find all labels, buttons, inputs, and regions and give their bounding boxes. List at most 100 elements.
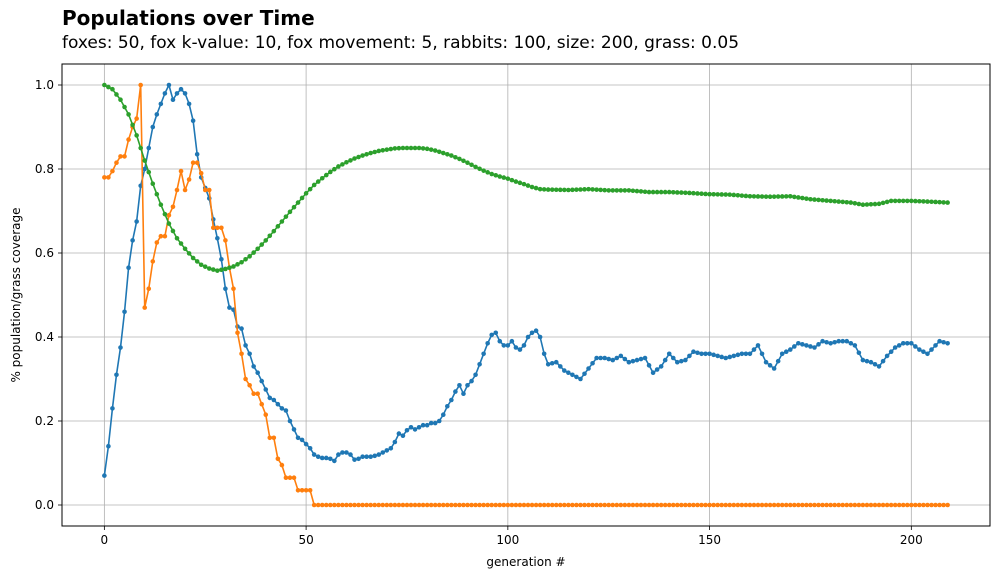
data-point — [582, 371, 587, 377]
data-point — [562, 187, 567, 193]
data-point — [541, 502, 547, 508]
data-point — [408, 425, 414, 430]
data-point — [670, 355, 676, 361]
data-point — [372, 149, 378, 155]
data-point — [392, 439, 398, 445]
x-tick-label: 50 — [298, 533, 313, 547]
data-point — [283, 408, 289, 413]
data-point — [614, 188, 620, 193]
data-point — [319, 455, 325, 461]
data-point — [356, 502, 361, 508]
data-point — [271, 228, 277, 234]
data-point — [126, 137, 131, 142]
data-point — [525, 334, 531, 340]
data-point — [618, 353, 624, 359]
data-point — [860, 502, 866, 508]
data-point — [154, 191, 160, 197]
data-point — [481, 168, 486, 173]
data-point — [812, 502, 817, 508]
data-point — [380, 450, 386, 455]
data-point — [424, 502, 430, 508]
data-point — [771, 502, 777, 508]
data-point — [352, 156, 357, 161]
data-point — [473, 502, 478, 508]
data-point — [340, 502, 345, 508]
data-point — [852, 502, 858, 508]
data-point — [489, 502, 495, 508]
data-point — [904, 341, 910, 346]
data-point — [328, 502, 333, 508]
data-point — [340, 450, 345, 455]
data-point — [219, 267, 224, 273]
data-point — [892, 345, 898, 350]
data-point — [545, 362, 551, 367]
data-point — [392, 146, 398, 151]
data-point — [392, 502, 398, 508]
data-point — [759, 502, 765, 508]
data-point — [594, 355, 599, 361]
data-point — [658, 189, 664, 195]
data-point — [198, 170, 204, 176]
data-point — [505, 176, 511, 181]
data-point — [186, 101, 192, 107]
data-point — [892, 198, 898, 204]
data-point — [787, 194, 793, 199]
data-point — [606, 356, 612, 362]
data-point — [110, 406, 115, 411]
data-point — [332, 166, 337, 172]
data-point — [808, 196, 813, 202]
data-point — [610, 502, 616, 508]
data-point — [703, 502, 708, 508]
data-point — [578, 502, 583, 508]
ticks: 0 50 100 150 200 0.0 0.2 0.4 0.6 0.8 1.0 — [35, 78, 923, 547]
data-point — [178, 86, 184, 92]
data-point — [941, 339, 946, 345]
data-point — [792, 344, 797, 349]
data-point — [836, 199, 841, 204]
data-point — [215, 268, 220, 273]
data-point — [840, 338, 846, 344]
data-point — [295, 200, 301, 205]
data-point — [888, 502, 894, 508]
data-point — [344, 450, 349, 455]
data-point — [158, 202, 164, 207]
data-point — [913, 198, 918, 204]
data-point — [360, 502, 365, 508]
data-point — [864, 202, 870, 207]
data-point — [142, 166, 148, 172]
data-point — [719, 354, 724, 360]
data-point — [739, 193, 745, 198]
data-point — [251, 391, 256, 397]
data-point — [598, 187, 603, 193]
data-point — [917, 502, 922, 508]
data-point — [529, 330, 535, 336]
data-point — [376, 502, 382, 508]
data-point — [654, 367, 660, 372]
data-point — [428, 420, 434, 426]
data-point — [445, 152, 450, 157]
data-point — [239, 259, 244, 265]
data-point — [255, 246, 260, 252]
data-point — [162, 211, 168, 217]
data-point — [828, 198, 833, 204]
data-point — [493, 173, 499, 178]
data-point — [481, 351, 486, 357]
data-point — [138, 145, 143, 151]
data-point — [400, 502, 406, 508]
data-point — [856, 201, 862, 207]
data-point — [449, 153, 454, 158]
data-point — [348, 158, 353, 163]
data-point — [477, 502, 482, 508]
data-point — [804, 343, 809, 348]
data-point — [469, 502, 474, 508]
data-point — [896, 198, 902, 204]
data-point — [485, 341, 490, 346]
data-point — [461, 158, 466, 164]
data-point — [202, 187, 208, 193]
data-point — [917, 198, 922, 204]
data-point — [840, 502, 846, 508]
data-point — [178, 168, 184, 174]
data-point — [771, 366, 777, 371]
data-point — [186, 177, 192, 182]
data-point — [558, 502, 563, 508]
